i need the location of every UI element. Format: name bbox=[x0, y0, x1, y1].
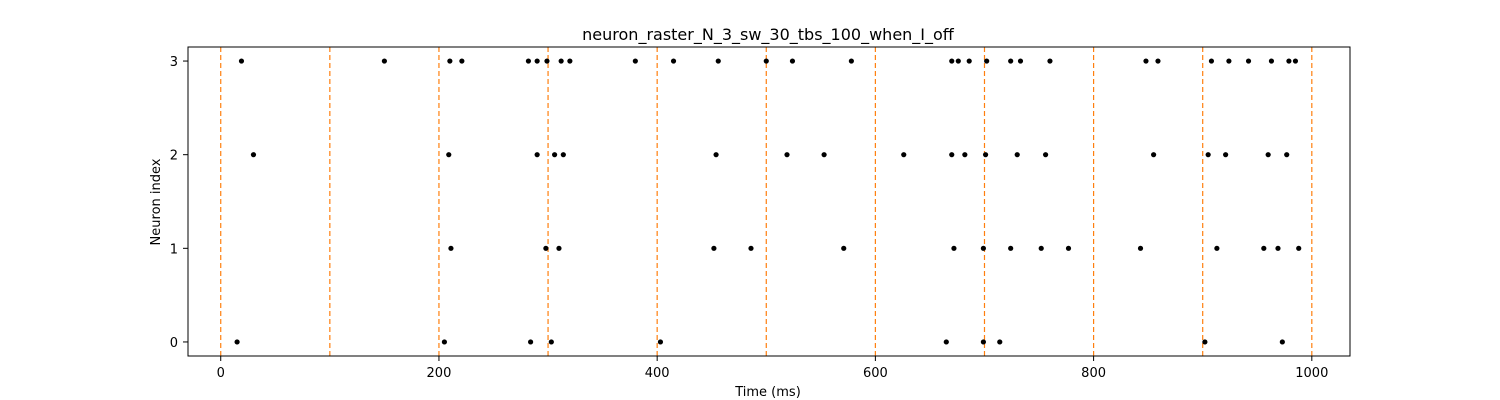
y-tick-label: 3 bbox=[170, 55, 178, 70]
spike-point bbox=[657, 339, 664, 345]
x-axis-ticks: 0 200 400 600 800 1000 bbox=[217, 356, 1328, 381]
spike-point bbox=[1143, 58, 1149, 64]
spike-point bbox=[441, 339, 448, 345]
spike-point bbox=[949, 152, 955, 158]
x-tick-label: 400 bbox=[645, 366, 670, 381]
spike-point bbox=[1296, 245, 1302, 251]
x-tick-label: 800 bbox=[1081, 366, 1106, 381]
spike-point bbox=[1065, 245, 1072, 251]
y-tick-label: 2 bbox=[170, 149, 178, 164]
spike-point bbox=[1202, 339, 1208, 345]
spike-point bbox=[527, 339, 534, 345]
y-tick-label: 1 bbox=[170, 242, 178, 257]
spike-point bbox=[763, 58, 769, 64]
spike-point bbox=[711, 245, 717, 251]
spike-point bbox=[1047, 58, 1053, 64]
y-tick-label: 0 bbox=[170, 336, 178, 351]
spike-point bbox=[748, 245, 754, 251]
spike-point bbox=[670, 58, 677, 64]
spike-point bbox=[1284, 152, 1290, 158]
spike-point bbox=[448, 245, 454, 251]
spike-point bbox=[715, 58, 721, 64]
spike-point bbox=[234, 339, 240, 345]
spike-points bbox=[234, 58, 1302, 345]
spike-point bbox=[459, 58, 465, 64]
spike-point bbox=[955, 58, 961, 64]
spike-point bbox=[1151, 152, 1157, 158]
stimulus-markers bbox=[220, 47, 1313, 356]
spike-point bbox=[1008, 58, 1014, 64]
y-axis-ticks: 0 1 2 3 bbox=[170, 55, 188, 351]
spike-point bbox=[548, 339, 554, 345]
spike-point bbox=[997, 339, 1003, 345]
spike-point bbox=[1014, 152, 1020, 158]
spike-point bbox=[1208, 58, 1215, 64]
spike-point bbox=[1017, 58, 1024, 64]
spike-point bbox=[1286, 58, 1292, 64]
spike-point bbox=[1042, 152, 1049, 158]
spike-point bbox=[534, 152, 540, 158]
spike-point bbox=[238, 58, 245, 64]
spike-point bbox=[982, 152, 989, 158]
spike-point bbox=[1245, 58, 1252, 64]
spike-point bbox=[1137, 245, 1144, 251]
spike-point bbox=[1214, 245, 1220, 251]
spike-point bbox=[1038, 245, 1044, 251]
spike-point bbox=[1261, 245, 1267, 251]
x-tick-label: 200 bbox=[427, 366, 452, 381]
spike-point bbox=[784, 152, 790, 158]
spike-point bbox=[1265, 152, 1271, 158]
spike-point bbox=[980, 339, 986, 345]
spike-point bbox=[544, 58, 550, 64]
spike-point bbox=[556, 245, 562, 251]
chart-title: neuron_raster_N_3_sw_30_tbs_100_when_I_o… bbox=[582, 25, 955, 45]
spike-point bbox=[1205, 152, 1211, 158]
spike-point bbox=[962, 152, 968, 158]
x-tick-label: 1000 bbox=[1295, 366, 1328, 381]
spike-point bbox=[841, 245, 847, 251]
spike-point bbox=[567, 58, 573, 64]
spike-point bbox=[1223, 152, 1229, 158]
spike-point bbox=[980, 245, 986, 251]
spike-point bbox=[558, 58, 564, 64]
spike-point bbox=[821, 152, 827, 158]
spike-point bbox=[632, 58, 638, 64]
plot-frame bbox=[187, 46, 1351, 357]
spike-point bbox=[951, 245, 957, 251]
x-tick-label: 0 bbox=[217, 366, 225, 381]
spike-point bbox=[1268, 58, 1275, 64]
spike-point bbox=[713, 152, 719, 158]
spike-point bbox=[848, 58, 854, 64]
spike-point bbox=[552, 152, 558, 158]
spike-point bbox=[966, 58, 972, 64]
x-tick-label: 600 bbox=[863, 366, 888, 381]
spike-point bbox=[1292, 58, 1299, 64]
spike-point bbox=[1155, 58, 1161, 64]
spike-point bbox=[250, 152, 257, 158]
spike-point bbox=[447, 58, 453, 64]
spike-point bbox=[543, 245, 549, 251]
spike-point bbox=[1008, 245, 1014, 251]
spike-point bbox=[381, 58, 387, 64]
spike-point bbox=[949, 58, 955, 64]
spike-point bbox=[789, 58, 796, 64]
spike-point bbox=[1279, 339, 1285, 345]
spike-point bbox=[984, 58, 990, 64]
x-axis-label: Time (ms) bbox=[734, 385, 801, 400]
spike-point bbox=[525, 58, 532, 64]
spike-point bbox=[1275, 245, 1281, 251]
spike-point bbox=[534, 58, 540, 64]
spike-point bbox=[1226, 58, 1232, 64]
spike-point bbox=[943, 339, 949, 345]
spike-point bbox=[446, 152, 452, 158]
spike-point bbox=[560, 152, 566, 158]
y-axis-label: Neuron index bbox=[149, 158, 164, 245]
spike-point bbox=[901, 152, 907, 158]
